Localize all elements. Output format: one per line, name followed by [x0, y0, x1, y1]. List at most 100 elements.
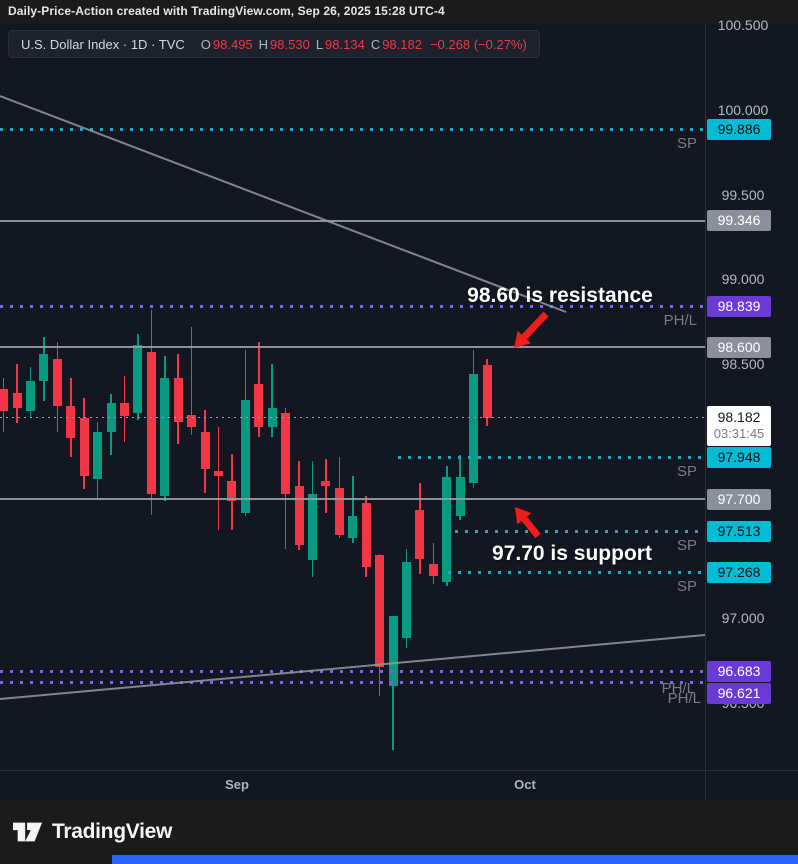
candle-body[interactable]	[240, 399, 250, 513]
open-label: O	[200, 36, 211, 52]
bottom-accent-bar	[112, 855, 798, 864]
red-arrow-head[interactable]	[515, 507, 532, 525]
low-label: L	[315, 36, 324, 52]
axis-month-label-sep: Sep	[225, 777, 249, 792]
tradingview-logo-icon	[13, 822, 43, 842]
candle-body[interactable]	[93, 431, 103, 480]
price-badge-99.886: 99.886	[707, 118, 771, 140]
tradingview-logo-text: TradingView	[52, 820, 173, 843]
chart-region[interactable]: U.S. Dollar Index · 1D · TVC O 98.495 H …	[0, 17, 798, 802]
candle-body[interactable]	[52, 358, 62, 407]
candle-body[interactable]	[428, 563, 438, 576]
price-badge-value: 99.886	[717, 120, 761, 137]
arrows-layer	[514, 311, 549, 539]
candle-body[interactable]	[375, 555, 385, 668]
price-badge-value: 98.182	[717, 408, 761, 425]
candle-body[interactable]	[294, 485, 304, 546]
candle-body[interactable]	[160, 377, 170, 497]
candle-body[interactable]	[348, 516, 358, 539]
candle-body[interactable]	[334, 487, 344, 535]
candlestick-plot[interactable]: SP PH/L SP SP SP PH/L PH/L 98.60 is resistance 9…	[0, 24, 705, 770]
candle-body[interactable]	[442, 477, 452, 583]
price-badge-97.513: 97.513	[707, 520, 771, 542]
candle-body[interactable]	[146, 352, 156, 495]
price-badge-value: 96.683	[717, 663, 761, 680]
candle-body[interactable]	[482, 364, 492, 418]
candle-wick[interactable]	[352, 475, 354, 544]
low-value: 98.134	[325, 36, 365, 52]
candle-body[interactable]	[281, 413, 291, 495]
red-arrow-shaft[interactable]	[521, 516, 541, 539]
bar-countdown: 03:31:45	[713, 425, 765, 441]
candle-wick[interactable]	[217, 426, 220, 530]
price-badge-97.268: 97.268	[707, 562, 771, 584]
candle-body[interactable]	[361, 502, 371, 568]
candle-body[interactable]	[39, 353, 49, 381]
price-badge-97.700: 97.700	[707, 488, 771, 510]
level-line-97.948[interactable]	[398, 455, 705, 459]
candle-body[interactable]	[307, 494, 317, 561]
previous-high-low-label: PH/L	[663, 312, 697, 329]
price-badge-value: 98.839	[717, 298, 761, 315]
annotation-text-support[interactable]: 97.70 is support	[492, 542, 652, 565]
candle-wick[interactable]	[190, 326, 193, 436]
annotation-text-resistance[interactable]: 98.60 is resistance	[467, 284, 653, 307]
swing-point-label: SP	[676, 463, 697, 480]
level-line-98.182[interactable]	[0, 417, 705, 419]
candle-body[interactable]	[402, 562, 411, 639]
red-arrow-shaft[interactable]	[521, 311, 549, 340]
candle-body[interactable]	[254, 384, 264, 427]
price-badge-96.683: 96.683	[707, 661, 771, 683]
trendline-ascending-support[interactable]	[0, 634, 705, 700]
candle-body[interactable]	[469, 374, 479, 483]
level-line-99.886[interactable]	[0, 127, 705, 131]
price-badge-value: 97.513	[717, 522, 761, 539]
axis-price-label: 98.500	[721, 355, 765, 372]
candle-body[interactable]	[0, 389, 9, 412]
level-line-98.6[interactable]	[0, 346, 705, 349]
candle-body[interactable]	[79, 418, 89, 476]
candle-body[interactable]	[388, 616, 398, 686]
candle-body[interactable]	[187, 414, 197, 427]
time-axis[interactable]: Sep Oct	[0, 770, 798, 802]
close-label: C	[370, 36, 381, 52]
candle-body[interactable]	[455, 477, 465, 517]
candle-body[interactable]	[321, 480, 331, 486]
high-value: 98.530	[270, 36, 310, 52]
swing-point-label: SP	[676, 135, 697, 152]
level-line-97.7[interactable]	[0, 498, 705, 501]
open-value: 98.495	[212, 36, 253, 52]
price-badge-value: 97.268	[717, 564, 761, 581]
level-line-99.346[interactable]	[0, 219, 705, 222]
level-line-97.268[interactable]	[448, 571, 705, 575]
tradingview-logo[interactable]: TradingView	[13, 820, 172, 844]
candle-wick[interactable]	[271, 363, 273, 437]
price-badge-value: 96.621	[717, 685, 761, 702]
price-badge-value: 98.600	[717, 338, 761, 355]
candle-body[interactable]	[12, 392, 22, 408]
level-line-97.513[interactable]	[455, 529, 705, 533]
candle-body[interactable]	[213, 470, 223, 476]
candle-body[interactable]	[200, 431, 210, 469]
candle-body[interactable]	[119, 402, 129, 417]
price-axis[interactable]: 100.500 100.000 99.500 99.000 98.500 97.000 96…	[705, 17, 798, 770]
symbol-header[interactable]: U.S. Dollar Index · 1D · TVC O 98.495 H …	[8, 30, 540, 58]
candle-body[interactable]	[173, 377, 183, 422]
candle-body[interactable]	[133, 345, 143, 414]
candle-body[interactable]	[415, 509, 425, 559]
axis-separator	[705, 771, 706, 801]
swing-point-label: SP	[676, 578, 697, 595]
level-line-96.621[interactable]	[0, 680, 705, 684]
candle-body[interactable]	[25, 380, 35, 412]
candle-body[interactable]	[227, 480, 237, 502]
price-badge-value: 99.346	[717, 212, 761, 229]
candle-body[interactable]	[66, 406, 76, 439]
axis-month-label-oct: Oct	[514, 777, 536, 792]
price-badge-98.600: 98.600	[707, 336, 771, 358]
price-badge-99.346: 99.346	[707, 210, 771, 232]
level-line-96.683[interactable]	[0, 670, 705, 674]
symbol-title: U.S. Dollar Index · 1D · TVC	[21, 36, 185, 52]
price-badge-98.182: 98.182 03:31:45	[707, 405, 771, 446]
attribution-text: Daily-Price-Action created with TradingV…	[8, 4, 445, 18]
